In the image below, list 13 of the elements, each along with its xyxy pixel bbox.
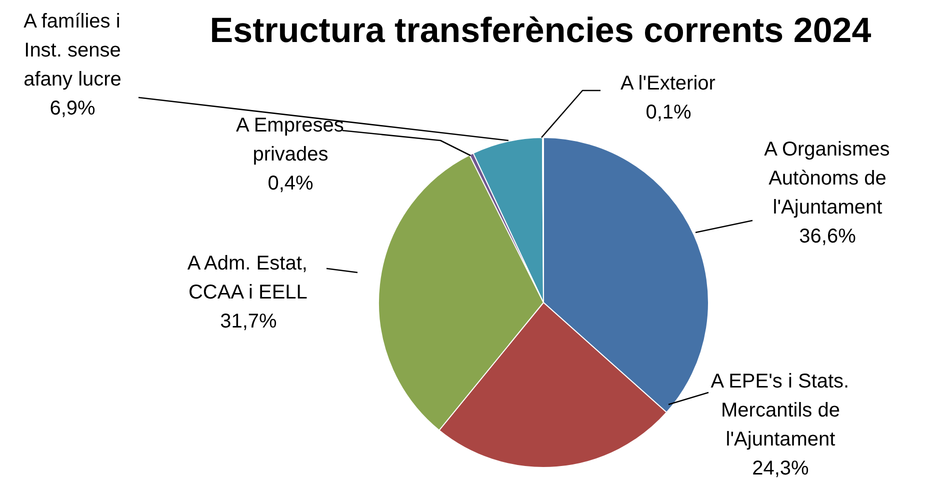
- slice-label: A Adm. Estat, CCAA i EELL: [187, 252, 308, 304]
- slice-label: A EPE's i Stats. Mercantils de l'Ajuntament: [710, 370, 850, 451]
- data-label: 31,7%: [220, 310, 278, 333]
- slice-label: A famílies i Inst. sense afany lucre: [24, 10, 122, 91]
- data-label: 36,6%: [799, 226, 856, 248]
- data-label: 24,3%: [752, 458, 810, 480]
- slice-label: A l'Exterior: [620, 72, 716, 94]
- chart-title: Estructura transferències corrents 2024: [210, 11, 872, 50]
- slice-label: A Empreses privades: [236, 114, 344, 166]
- data-label: 0,1%: [646, 102, 692, 124]
- slice-label: A Organismes Autònoms de l'Ajuntament: [764, 138, 890, 219]
- data-label: 6,9%: [50, 98, 96, 120]
- data-label: 0,4%: [268, 172, 314, 195]
